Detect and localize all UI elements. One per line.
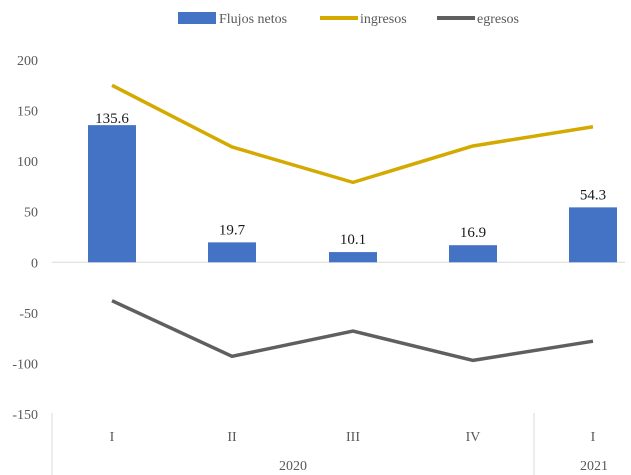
bar-data-label: 135.6 (95, 111, 129, 127)
x-tick-label: I (110, 430, 115, 445)
bar (449, 245, 497, 263)
y-tick-label: -100 (12, 357, 38, 372)
y-tick-label: 100 (17, 155, 38, 170)
legend-label-ingresos: ingresos (360, 12, 407, 27)
legend: Flujos netos ingresos egresos (178, 12, 519, 27)
x-tick-label: II (227, 430, 237, 445)
bar-data-label: 16.9 (460, 225, 486, 241)
y-tick-label: 150 (17, 105, 38, 120)
bar-data-labels: 135.6 19.7 10.1 16.9 54.3 (95, 111, 606, 248)
legend-label-egresos: egresos (477, 12, 519, 27)
bar (88, 125, 136, 263)
line-series-egresos (111, 299, 594, 363)
bar (329, 252, 377, 263)
bar-data-label: 19.7 (219, 222, 246, 238)
x-axis: I II III IV I 2020 2021 (51, 413, 608, 475)
y-tick-label: 200 (17, 54, 38, 69)
bar-data-label: 10.1 (340, 232, 366, 248)
x-tick-label: I (591, 430, 596, 445)
bar (208, 242, 256, 263)
bar-series-flujos-netos (88, 125, 617, 263)
line-series-ingresos (111, 83, 594, 185)
y-axis: 200 150 100 50 0 -50 -100 -150 (12, 54, 38, 423)
x-group-label-2020: 2020 (279, 459, 307, 474)
bar (569, 207, 617, 263)
y-tick-label: -150 (12, 408, 38, 423)
bar-data-label: 54.3 (580, 187, 606, 203)
x-tick-label: IV (466, 430, 481, 445)
y-tick-label: -50 (19, 307, 38, 322)
x-tick-label: III (346, 430, 360, 445)
y-tick-label: 0 (31, 256, 38, 271)
legend-label-flujos-netos: Flujos netos (219, 12, 287, 27)
y-tick-label: 50 (24, 206, 38, 221)
legend-swatch-flujos-netos (178, 12, 216, 24)
x-group-label-2021: 2021 (580, 459, 608, 474)
